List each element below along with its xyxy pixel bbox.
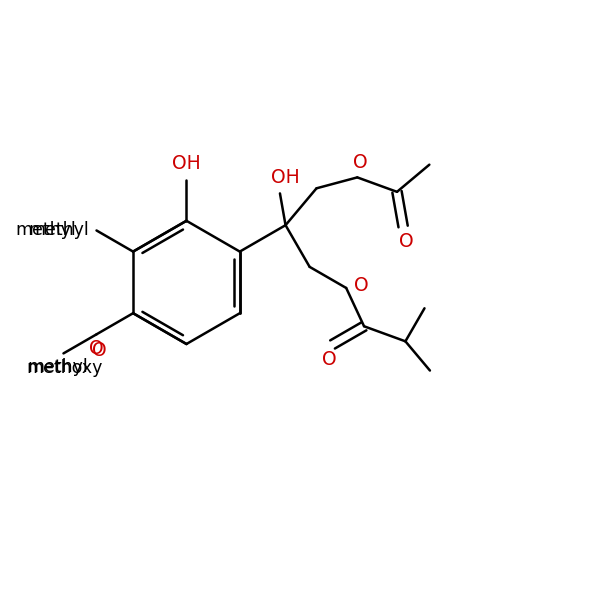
Text: O: O (92, 341, 107, 359)
Text: O: O (322, 350, 337, 368)
Text: O: O (89, 340, 104, 358)
Text: O: O (353, 275, 368, 295)
Text: O: O (399, 232, 413, 251)
Text: OH: OH (172, 154, 201, 173)
Text: methyl: methyl (27, 358, 88, 376)
Text: methyl: methyl (29, 221, 89, 239)
Text: methyl: methyl (15, 221, 76, 239)
Text: OH: OH (271, 168, 300, 187)
Text: methoxy: methoxy (26, 359, 103, 377)
Text: O: O (353, 153, 368, 172)
